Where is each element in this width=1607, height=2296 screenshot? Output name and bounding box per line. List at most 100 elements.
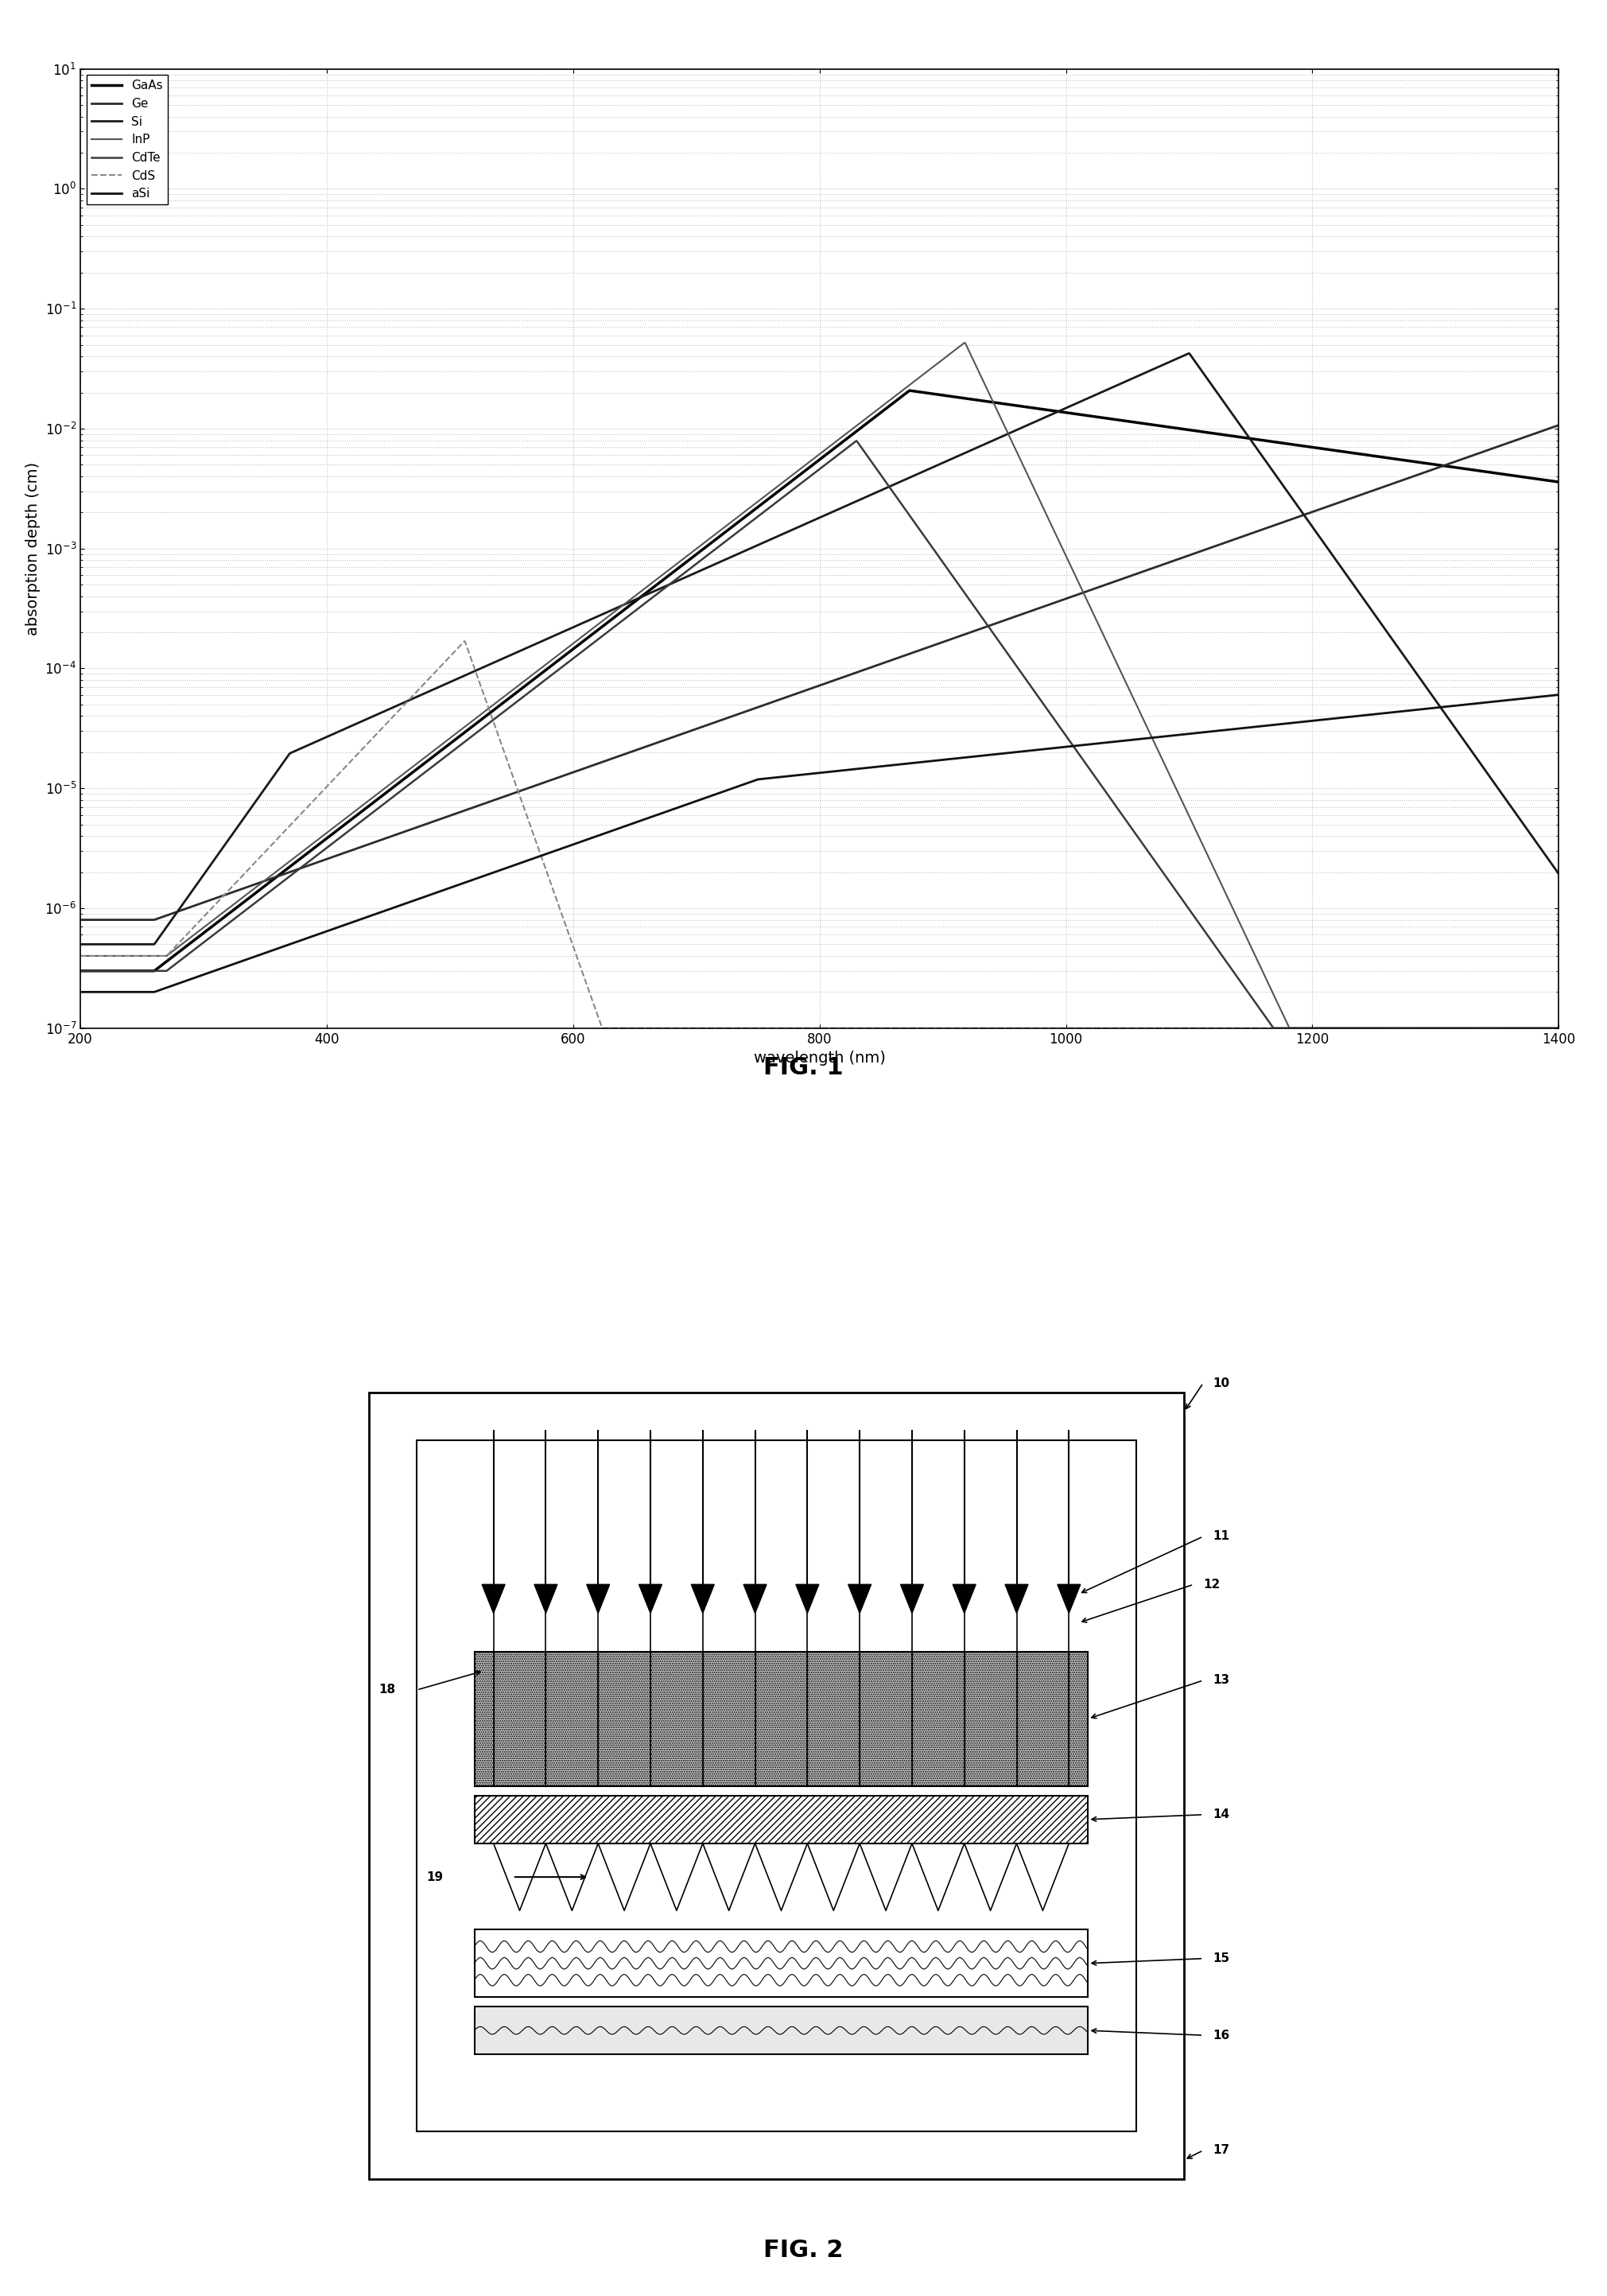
CdS xyxy=(804,1015,823,1042)
Text: 18: 18 xyxy=(378,1683,395,1697)
Si xyxy=(762,526,781,553)
Text: 13: 13 xyxy=(1213,1674,1229,1685)
InP xyxy=(1573,1015,1593,1042)
Line: Si: Si xyxy=(80,354,1583,944)
Ge xyxy=(71,907,90,934)
aSi xyxy=(148,978,167,1006)
CdS xyxy=(148,941,167,969)
Text: 19: 19 xyxy=(426,1871,444,1883)
Polygon shape xyxy=(744,1584,767,1614)
GaAs xyxy=(802,452,821,480)
Polygon shape xyxy=(795,1584,820,1614)
Bar xyxy=(474,1795,1088,1844)
InP xyxy=(955,328,974,356)
Text: 15: 15 xyxy=(1213,1952,1229,1965)
Text: 17: 17 xyxy=(1213,2144,1229,2156)
GaAs xyxy=(762,482,781,510)
aSi xyxy=(1530,682,1549,709)
Si xyxy=(1530,833,1549,861)
aSi xyxy=(1573,677,1593,705)
CdTe xyxy=(802,461,821,489)
GaAs xyxy=(1255,427,1274,455)
Ge xyxy=(1573,402,1593,429)
CdS xyxy=(593,1015,612,1042)
aSi xyxy=(71,978,90,1006)
CdTe xyxy=(148,957,167,985)
CdS xyxy=(1531,1015,1551,1042)
Si xyxy=(71,930,90,957)
GaAs xyxy=(148,955,167,983)
Text: 12: 12 xyxy=(1204,1577,1220,1591)
Line: Ge: Ge xyxy=(80,416,1583,921)
Line: aSi: aSi xyxy=(80,691,1583,992)
Ge xyxy=(1253,514,1273,542)
GaAs xyxy=(71,957,90,985)
Text: 14: 14 xyxy=(1213,1809,1229,1821)
CdTe xyxy=(1531,1015,1551,1042)
Line: InP: InP xyxy=(80,342,1583,1029)
Si xyxy=(1180,340,1199,367)
Polygon shape xyxy=(848,1584,871,1614)
Si xyxy=(802,507,821,535)
Si xyxy=(1531,833,1551,861)
CdTe xyxy=(71,957,90,985)
Bar xyxy=(416,1440,1136,2131)
Legend: GaAs, Ge, Si, InP, CdTe, CdS, aSi: GaAs, Ge, Si, InP, CdTe, CdS, aSi xyxy=(87,76,167,204)
Y-axis label: absorption depth (cm): absorption depth (cm) xyxy=(26,461,40,636)
Polygon shape xyxy=(691,1584,714,1614)
Text: 11: 11 xyxy=(1213,1531,1229,1543)
Bar xyxy=(474,1929,1088,1998)
GaAs xyxy=(1530,466,1549,494)
CdS xyxy=(1531,1015,1551,1042)
InP xyxy=(762,478,781,505)
Text: 10: 10 xyxy=(1213,1378,1229,1389)
InP xyxy=(71,941,90,969)
Polygon shape xyxy=(1004,1584,1028,1614)
InP xyxy=(802,448,821,475)
Polygon shape xyxy=(587,1584,609,1614)
X-axis label: wavelength (nm): wavelength (nm) xyxy=(754,1052,885,1065)
Ge xyxy=(148,905,167,932)
Si xyxy=(1573,895,1593,923)
Polygon shape xyxy=(640,1584,662,1614)
Ge xyxy=(762,689,781,716)
GaAs xyxy=(1531,466,1551,494)
CdTe xyxy=(1531,1015,1551,1042)
InP xyxy=(1531,1015,1551,1042)
Ge xyxy=(1530,418,1549,445)
InP xyxy=(1255,962,1274,990)
GaAs xyxy=(900,377,919,404)
CdTe xyxy=(1573,1015,1593,1042)
InP xyxy=(1279,1015,1298,1042)
aSi xyxy=(802,760,821,788)
Polygon shape xyxy=(953,1584,975,1614)
CdTe xyxy=(1265,1015,1284,1042)
Text: 16: 16 xyxy=(1213,2030,1229,2041)
InP xyxy=(148,941,167,969)
aSi xyxy=(1253,712,1273,739)
CdTe xyxy=(762,491,781,519)
Ge xyxy=(1530,418,1549,445)
CdS xyxy=(1255,1015,1274,1042)
Polygon shape xyxy=(482,1584,505,1614)
Bar xyxy=(474,2007,1088,2055)
Polygon shape xyxy=(534,1584,558,1614)
GaAs xyxy=(1573,471,1593,498)
CdS xyxy=(71,941,90,969)
Text: FIG. 1: FIG. 1 xyxy=(763,1056,844,1079)
aSi xyxy=(1530,684,1549,712)
Polygon shape xyxy=(900,1584,924,1614)
Bar xyxy=(474,1651,1088,1786)
CdS xyxy=(455,627,474,654)
Line: CdS: CdS xyxy=(80,641,1583,1029)
CdTe xyxy=(847,427,866,455)
Line: GaAs: GaAs xyxy=(80,390,1583,971)
Line: CdTe: CdTe xyxy=(80,441,1583,1029)
CdTe xyxy=(1255,1001,1274,1029)
Text: FIG. 2: FIG. 2 xyxy=(763,2239,844,2262)
aSi xyxy=(762,765,781,792)
CdS xyxy=(763,1015,783,1042)
Si xyxy=(1255,445,1274,473)
Bar xyxy=(370,1394,1184,2179)
Polygon shape xyxy=(1057,1584,1080,1614)
